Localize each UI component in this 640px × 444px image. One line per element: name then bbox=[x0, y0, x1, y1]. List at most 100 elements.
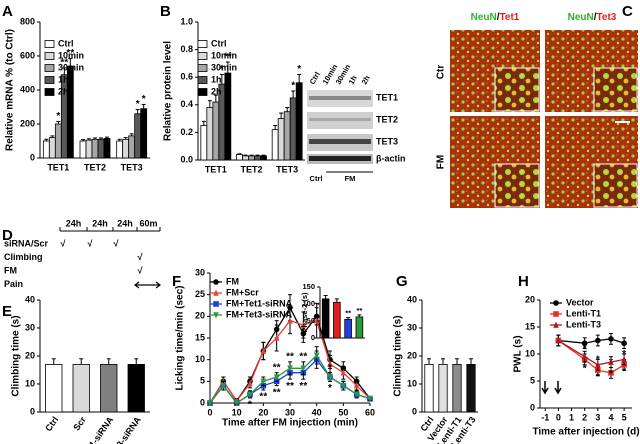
y-tick-label: 10 bbox=[25, 378, 35, 388]
x-tick-label: 0 bbox=[207, 407, 212, 417]
legend-swatch bbox=[197, 76, 208, 84]
series-line bbox=[558, 339, 625, 374]
y-tick-label: 20 bbox=[25, 350, 35, 360]
panel-label: B bbox=[160, 3, 171, 20]
panel-label: F bbox=[172, 273, 181, 290]
column-header: NeuN/Tet3 bbox=[568, 12, 617, 23]
timeline-row-label: Climbing bbox=[4, 252, 43, 262]
check: √ bbox=[114, 238, 119, 248]
marker bbox=[553, 311, 559, 317]
bar bbox=[122, 138, 130, 159]
legend-label: 30min bbox=[211, 62, 237, 72]
bar bbox=[72, 363, 90, 413]
y-tick-label: 0.0 bbox=[180, 154, 193, 164]
marker bbox=[340, 382, 347, 390]
legend-label: Lenti-T3 bbox=[566, 319, 601, 329]
bar bbox=[333, 301, 341, 339]
check: √ bbox=[138, 252, 143, 262]
bar bbox=[355, 316, 364, 339]
legend-label: 2h bbox=[211, 86, 222, 96]
bar bbox=[466, 363, 476, 413]
x-tick-label: 40 bbox=[312, 407, 322, 417]
significance: * bbox=[328, 383, 332, 394]
significance: * bbox=[220, 64, 224, 75]
marker bbox=[327, 374, 333, 381]
panel-label: C bbox=[622, 3, 633, 20]
x-tick-label: TET3 bbox=[121, 162, 143, 172]
marker bbox=[353, 391, 360, 398]
y-tick-label: 200 bbox=[20, 118, 35, 128]
y-tick-label: 40 bbox=[407, 294, 417, 304]
marker bbox=[273, 334, 280, 341]
y-tick-label: 1.0 bbox=[180, 16, 193, 26]
y-tick-label: 0.6 bbox=[180, 72, 193, 82]
y-tick-label: 50 bbox=[307, 316, 315, 325]
row-label: Ctr bbox=[436, 65, 447, 80]
bar bbox=[140, 108, 148, 159]
bar bbox=[134, 113, 142, 159]
panel-label: D bbox=[2, 227, 13, 244]
x-tick-label: 5 bbox=[622, 412, 627, 422]
significance: ** bbox=[286, 381, 294, 392]
y-tick-label: 5 bbox=[530, 375, 535, 385]
y-tick-label: 150 bbox=[302, 282, 315, 291]
significance: * bbox=[583, 344, 587, 355]
legend-swatch bbox=[197, 40, 208, 48]
marker bbox=[287, 365, 293, 372]
significance: ** bbox=[66, 48, 74, 59]
legend-swatch bbox=[197, 88, 208, 96]
marker bbox=[213, 289, 219, 296]
marker bbox=[313, 352, 320, 359]
x-tick-label: TET2 bbox=[240, 164, 262, 174]
x-axis-label: Time after injection (d) bbox=[532, 427, 639, 438]
x-tick-label: 2 bbox=[582, 412, 587, 422]
marker bbox=[353, 382, 360, 389]
marker bbox=[555, 337, 562, 344]
marker bbox=[327, 360, 333, 367]
panel-label: G bbox=[396, 273, 408, 290]
bar bbox=[424, 363, 434, 413]
marker bbox=[247, 380, 253, 387]
y-tick-label: 0.4 bbox=[180, 99, 193, 109]
y-tick-label: 0 bbox=[530, 402, 535, 412]
marker bbox=[273, 374, 280, 381]
timeline-row-label: Pain bbox=[4, 279, 23, 289]
column-header: NeuN/Tet1 bbox=[471, 12, 520, 23]
y-tick-label: 20 bbox=[407, 350, 417, 360]
x-tick-label: Ctrl bbox=[43, 415, 60, 433]
y-tick-label: 0.8 bbox=[180, 44, 193, 54]
significance: ** bbox=[356, 306, 362, 315]
significance: ** bbox=[345, 309, 351, 318]
lane-label: Ctrl bbox=[308, 70, 322, 86]
bar bbox=[277, 118, 285, 161]
y-tick-label: 10 bbox=[195, 354, 205, 364]
arrow bbox=[541, 381, 549, 395]
significance: ** bbox=[299, 351, 307, 362]
bar bbox=[242, 155, 249, 161]
significance: * bbox=[328, 362, 332, 373]
marker bbox=[608, 370, 614, 376]
significance: * bbox=[291, 81, 295, 92]
y-tick-label: 10 bbox=[525, 348, 535, 358]
x-tick-label: 50 bbox=[338, 407, 348, 417]
bar bbox=[42, 140, 50, 159]
y-tick-label: 0 bbox=[412, 406, 417, 416]
x-tick-label: 3 bbox=[595, 412, 600, 422]
x-axis-label: Time after FM injection (min) bbox=[222, 418, 358, 429]
blot-row-label: TET2 bbox=[376, 114, 398, 124]
marker bbox=[313, 317, 320, 324]
timeline bbox=[59, 227, 161, 289]
legend-label: Vector bbox=[566, 297, 594, 307]
bar bbox=[295, 82, 303, 161]
x-tick-label: 0 bbox=[556, 412, 561, 422]
significance: ** bbox=[286, 351, 294, 362]
y-tick-label: 15 bbox=[195, 332, 205, 342]
x-tick-label: 60 bbox=[365, 407, 375, 417]
marker bbox=[581, 353, 588, 360]
bar bbox=[128, 135, 136, 159]
marker bbox=[300, 365, 307, 372]
y-tick-label: 600 bbox=[20, 50, 35, 60]
x-tick-label: 10 bbox=[232, 407, 242, 417]
interval-label: 24h bbox=[92, 218, 108, 228]
